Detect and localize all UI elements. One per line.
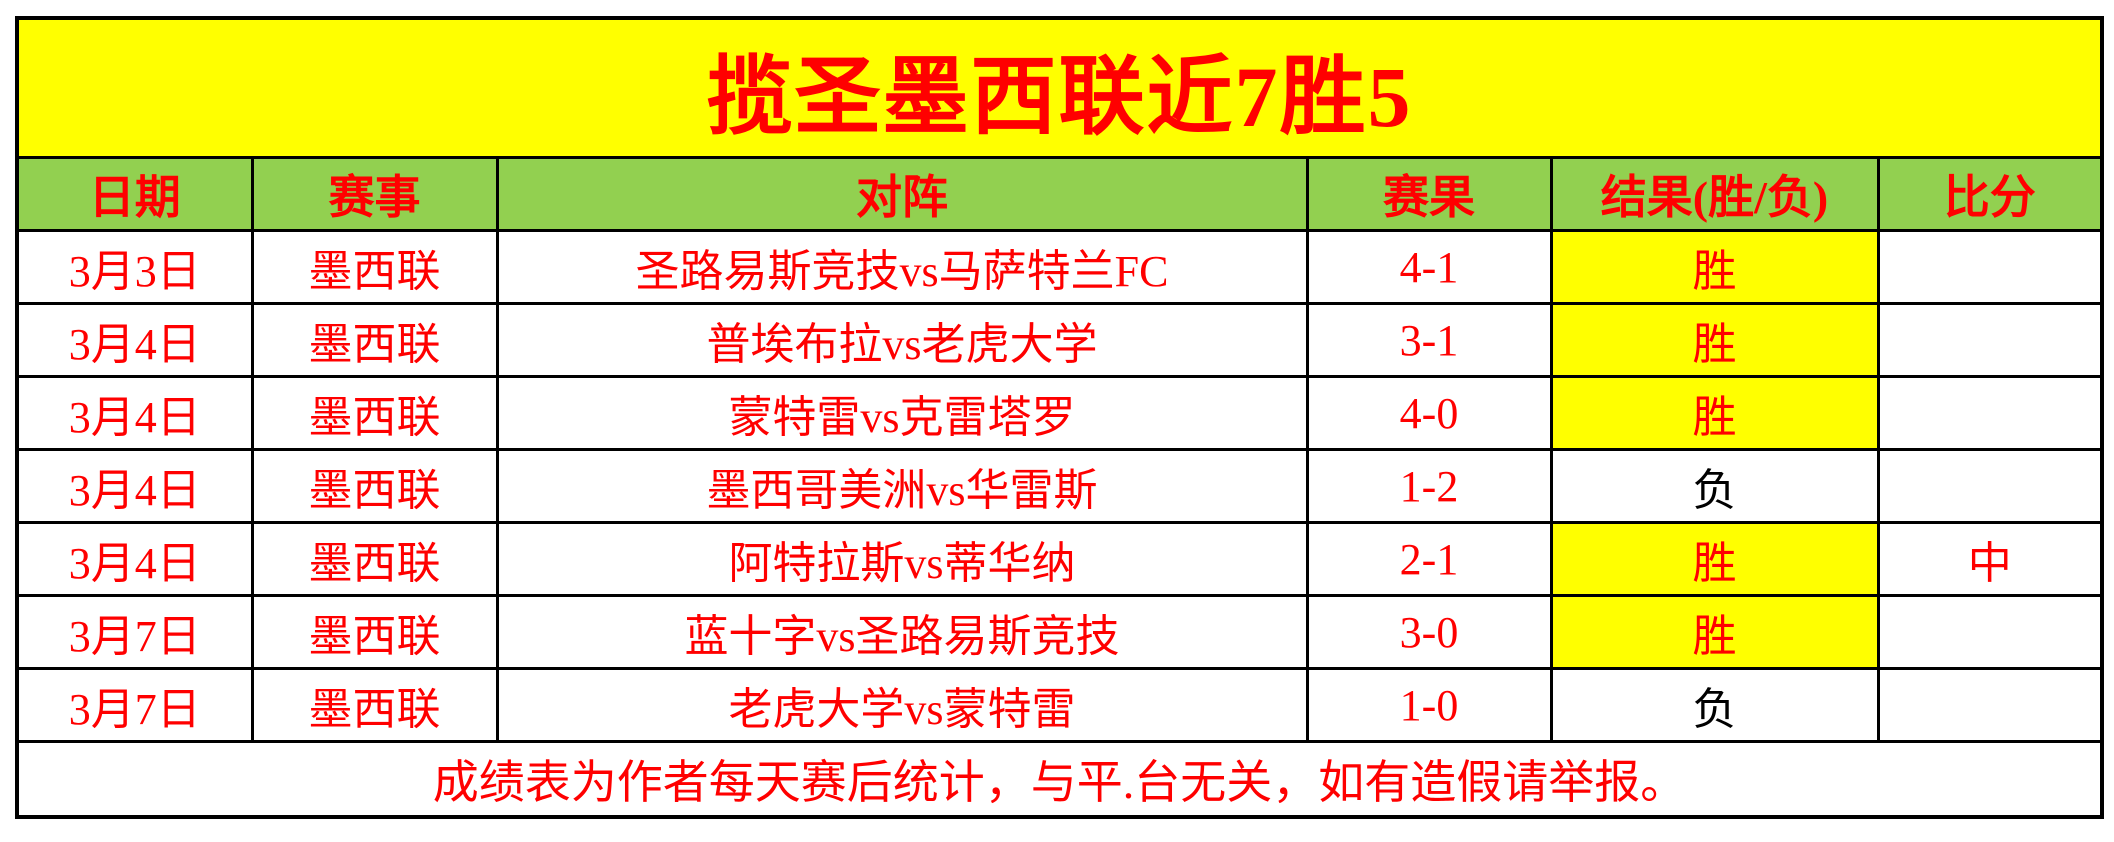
score-cell: 3-1 [1305,302,1553,378]
result-cell: 负 [1549,448,1880,524]
column-header-score: 赛果 [1305,156,1553,232]
date-cell: 3月4日 [15,521,254,597]
table-row: 3月4日 墨西联 蒙特雷vs克雷塔罗 4-0 胜 [15,375,2104,451]
table-row: 3月4日 墨西联 阿特拉斯vs蒂华纳 2-1 胜 中 [15,521,2104,597]
result-cell: 胜 [1549,375,1880,451]
matchup-cell: 墨西哥美洲vs华雷斯 [495,448,1309,524]
score-cell: 1-2 [1305,448,1553,524]
bifen-cell [1876,375,2104,451]
matchup-cell: 老虎大学vs蒙特雷 [495,667,1309,743]
bifen-cell [1876,229,2104,305]
bifen-cell [1876,448,2104,524]
column-header-bifen: 比分 [1876,156,2104,232]
competition-cell: 墨西联 [250,229,499,305]
date-cell: 3月7日 [15,594,254,670]
result-cell: 胜 [1549,302,1880,378]
date-cell: 3月4日 [15,302,254,378]
bifen-cell [1876,302,2104,378]
score-cell: 3-0 [1305,594,1553,670]
bifen-cell [1876,594,2104,670]
column-header-result: 结果(胜/负) [1549,156,1880,232]
bifen-cell [1876,667,2104,743]
score-cell: 4-1 [1305,229,1553,305]
table-row: 3月7日 墨西联 蓝十字vs圣路易斯竞技 3-0 胜 [15,594,2104,670]
competition-cell: 墨西联 [250,594,499,670]
matchup-cell: 阿特拉斯vs蒂华纳 [495,521,1309,597]
table-row: 3月7日 墨西联 老虎大学vs蒙特雷 1-0 负 [15,667,2104,743]
column-header-matchup: 对阵 [495,156,1309,232]
column-header-competition: 赛事 [250,156,499,232]
score-cell: 2-1 [1305,521,1553,597]
competition-cell: 墨西联 [250,521,499,597]
date-cell: 3月3日 [15,229,254,305]
competition-cell: 墨西联 [250,667,499,743]
title-row: 揽圣墨西联近7胜5 [15,16,2104,159]
results-table: 揽圣墨西联近7胜5 日期 赛事 对阵 赛果 结果(胜/负) 比分 3月3日 墨西… [15,16,2105,819]
matchup-cell: 圣路易斯竞技vs马萨特兰FC [495,229,1309,305]
result-cell: 负 [1549,667,1880,743]
footer-disclaimer: 成绩表为作者每天赛后统计，与平.台无关，如有造假请举报。 [15,740,2104,819]
result-cell: 胜 [1549,229,1880,305]
table-row: 3月4日 墨西联 普埃布拉vs老虎大学 3-1 胜 [15,302,2104,378]
result-cell: 胜 [1549,594,1880,670]
date-cell: 3月4日 [15,448,254,524]
table-row: 3月4日 墨西联 墨西哥美洲vs华雷斯 1-2 负 [15,448,2104,524]
table-header-row: 日期 赛事 对阵 赛果 结果(胜/负) 比分 [15,156,2104,232]
page-title: 揽圣墨西联近7胜5 [15,16,2104,159]
score-cell: 1-0 [1305,667,1553,743]
table-row: 3月3日 墨西联 圣路易斯竞技vs马萨特兰FC 4-1 胜 [15,229,2104,305]
footer-row: 成绩表为作者每天赛后统计，与平.台无关，如有造假请举报。 [15,740,2104,819]
bifen-cell: 中 [1876,521,2104,597]
date-cell: 3月7日 [15,667,254,743]
matchup-cell: 普埃布拉vs老虎大学 [495,302,1309,378]
matchup-cell: 蓝十字vs圣路易斯竞技 [495,594,1309,670]
competition-cell: 墨西联 [250,302,499,378]
column-header-date: 日期 [15,156,254,232]
competition-cell: 墨西联 [250,448,499,524]
competition-cell: 墨西联 [250,375,499,451]
date-cell: 3月4日 [15,375,254,451]
result-cell: 胜 [1549,521,1880,597]
matchup-cell: 蒙特雷vs克雷塔罗 [495,375,1309,451]
score-cell: 4-0 [1305,375,1553,451]
